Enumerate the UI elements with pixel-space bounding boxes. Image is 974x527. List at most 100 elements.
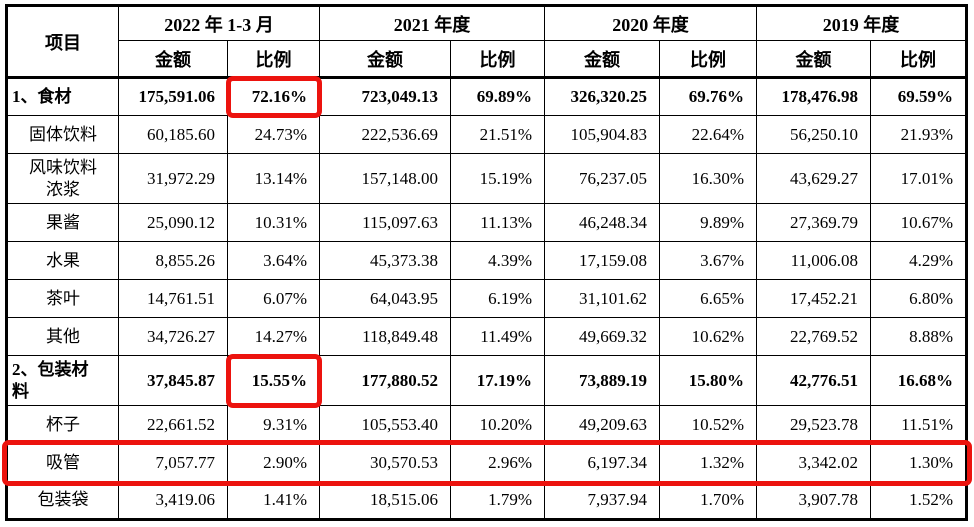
column-group-2021: 2021 年度 (319, 5, 545, 41)
ratio-cell: 17.01% (870, 153, 967, 204)
amount-cell: 6,197.34 (544, 443, 660, 482)
ratio-cell: 69.59% (870, 77, 967, 116)
amount-cell: 76,237.05 (544, 153, 660, 204)
column-group-2020: 2020 年度 (544, 5, 757, 41)
ratio-cell: 1.52% (870, 481, 967, 520)
amount-cell: 105,553.40 (319, 405, 451, 444)
amount-cell: 64,043.95 (319, 279, 451, 318)
ratio-cell: 21.93% (870, 115, 967, 154)
column-header-amount-2019: 金额 (756, 40, 871, 79)
ratio-cell: 6.80% (870, 279, 967, 318)
amount-cell: 49,209.63 (544, 405, 660, 444)
ratio-cell: 10.52% (659, 405, 757, 444)
row-label: 其他 (6, 317, 119, 356)
amount-cell: 17,159.08 (544, 241, 660, 280)
amount-cell: 27,369.79 (756, 203, 871, 242)
column-header-amount-2022: 金额 (118, 40, 228, 79)
ratio-cell: 22.64% (659, 115, 757, 154)
ratio-cell: 3.67% (659, 241, 757, 280)
ratio-cell: 9.89% (659, 203, 757, 242)
table-row-packaging-bag: 包装袋 3,419.06 1.41% 18,515.06 1.79% 7,937… (6, 481, 967, 520)
column-header-amount-2020: 金额 (544, 40, 660, 79)
column-header-ratio-2021: 比例 (450, 40, 545, 79)
ratio-cell: 1.79% (450, 481, 545, 520)
ratio-cell: 4.39% (450, 241, 545, 280)
amount-cell: 31,101.62 (544, 279, 660, 318)
amount-cell: 7,057.77 (118, 443, 228, 482)
ratio-cell: 13.14% (227, 153, 320, 204)
amount-cell: 31,972.29 (118, 153, 228, 204)
ratio-cell: 16.68% (870, 355, 967, 406)
ratio-cell: 21.51% (450, 115, 545, 154)
ratio-cell: 9.31% (227, 405, 320, 444)
column-header-ratio-2022: 比例 (227, 40, 320, 79)
table-row-food-total: 1、食材 175,591.06 72.16% 723,049.13 69.89%… (6, 77, 967, 116)
amount-cell: 3,907.78 (756, 481, 871, 520)
ratio-cell: 2.96% (450, 443, 545, 482)
table-row-solid-drink: 固体饮料 60,185.60 24.73% 222,536.69 21.51% … (6, 115, 967, 154)
amount-cell: 43,629.27 (756, 153, 871, 204)
amount-cell: 22,769.52 (756, 317, 871, 356)
ratio-cell: 2.90% (227, 443, 320, 482)
cost-composition-table: 项目 2022 年 1-3 月 2021 年度 2020 年度 2019 年度 … (5, 4, 968, 521)
ratio-cell: 1.32% (659, 443, 757, 482)
amount-cell: 30,570.53 (319, 443, 451, 482)
amount-cell: 45,373.38 (319, 241, 451, 280)
table-row-fruit: 水果 8,855.26 3.64% 45,373.38 4.39% 17,159… (6, 241, 967, 280)
row-label: 杯子 (6, 405, 119, 444)
amount-cell: 18,515.06 (319, 481, 451, 520)
row-label: 吸管 (6, 443, 119, 482)
column-header-amount-2021: 金额 (319, 40, 451, 79)
amount-cell: 29,523.78 (756, 405, 871, 444)
amount-cell: 56,250.10 (756, 115, 871, 154)
amount-cell: 46,248.34 (544, 203, 660, 242)
ratio-cell: 11.49% (450, 317, 545, 356)
header-row-year-groups: 项目 2022 年 1-3 月 2021 年度 2020 年度 2019 年度 (6, 5, 967, 79)
ratio-cell: 24.73% (227, 115, 320, 154)
table-row-jam: 果酱 25,090.12 10.31% 115,097.63 11.13% 46… (6, 203, 967, 242)
amount-cell: 178,476.98 (756, 77, 871, 116)
amount-cell: 17,452.21 (756, 279, 871, 318)
ratio-cell: 10.62% (659, 317, 757, 356)
amount-cell: 34,726.27 (118, 317, 228, 356)
row-label: 固体饮料 (6, 115, 119, 154)
ratio-cell: 72.16% (227, 77, 320, 116)
column-header-item: 项目 (6, 5, 119, 79)
amount-cell: 49,669.32 (544, 317, 660, 356)
ratio-cell: 16.30% (659, 153, 757, 204)
row-label: 包装袋 (6, 481, 119, 520)
table-row-other: 其他 34,726.27 14.27% 118,849.48 11.49% 49… (6, 317, 967, 356)
column-group-2022: 2022 年 1-3 月 (118, 5, 320, 41)
amount-cell: 157,148.00 (319, 153, 451, 204)
amount-cell: 115,097.63 (319, 203, 451, 242)
row-label: 1、食材 (6, 77, 119, 116)
ratio-cell: 10.20% (450, 405, 545, 444)
ratio-cell: 3.64% (227, 241, 320, 280)
table-row-packaging-total: 2、包装材 料 37,845.87 15.55% 177,880.52 17.1… (6, 355, 967, 406)
amount-cell: 22,661.52 (118, 405, 228, 444)
ratio-cell: 8.88% (870, 317, 967, 356)
amount-cell: 723,049.13 (319, 77, 451, 116)
amount-cell: 3,342.02 (756, 443, 871, 482)
amount-cell: 177,880.52 (319, 355, 451, 406)
row-label: 茶叶 (6, 279, 119, 318)
amount-cell: 42,776.51 (756, 355, 871, 406)
ratio-cell: 10.31% (227, 203, 320, 242)
ratio-cell: 6.65% (659, 279, 757, 318)
amount-cell: 3,419.06 (118, 481, 228, 520)
header-row-subcolumns: 金额 比例 金额 比例 金额 比例 金额 比例 (7, 40, 967, 79)
amount-cell: 14,761.51 (118, 279, 228, 318)
amount-cell: 25,090.12 (118, 203, 228, 242)
ratio-cell: 6.19% (450, 279, 545, 318)
table-row-flavored-drink-syrup: 风味饮料 浓浆 31,972.29 13.14% 157,148.00 15.1… (6, 153, 967, 204)
amount-cell: 175,591.06 (118, 77, 228, 116)
ratio-cell: 1.41% (227, 481, 320, 520)
row-label: 果酱 (6, 203, 119, 242)
ratio-cell: 69.89% (450, 77, 545, 116)
ratio-cell: 1.70% (659, 481, 757, 520)
column-header-ratio-2020: 比例 (659, 40, 757, 79)
ratio-cell: 15.55% (227, 355, 320, 406)
ratio-cell: 10.67% (870, 203, 967, 242)
column-header-ratio-2019: 比例 (870, 40, 967, 79)
